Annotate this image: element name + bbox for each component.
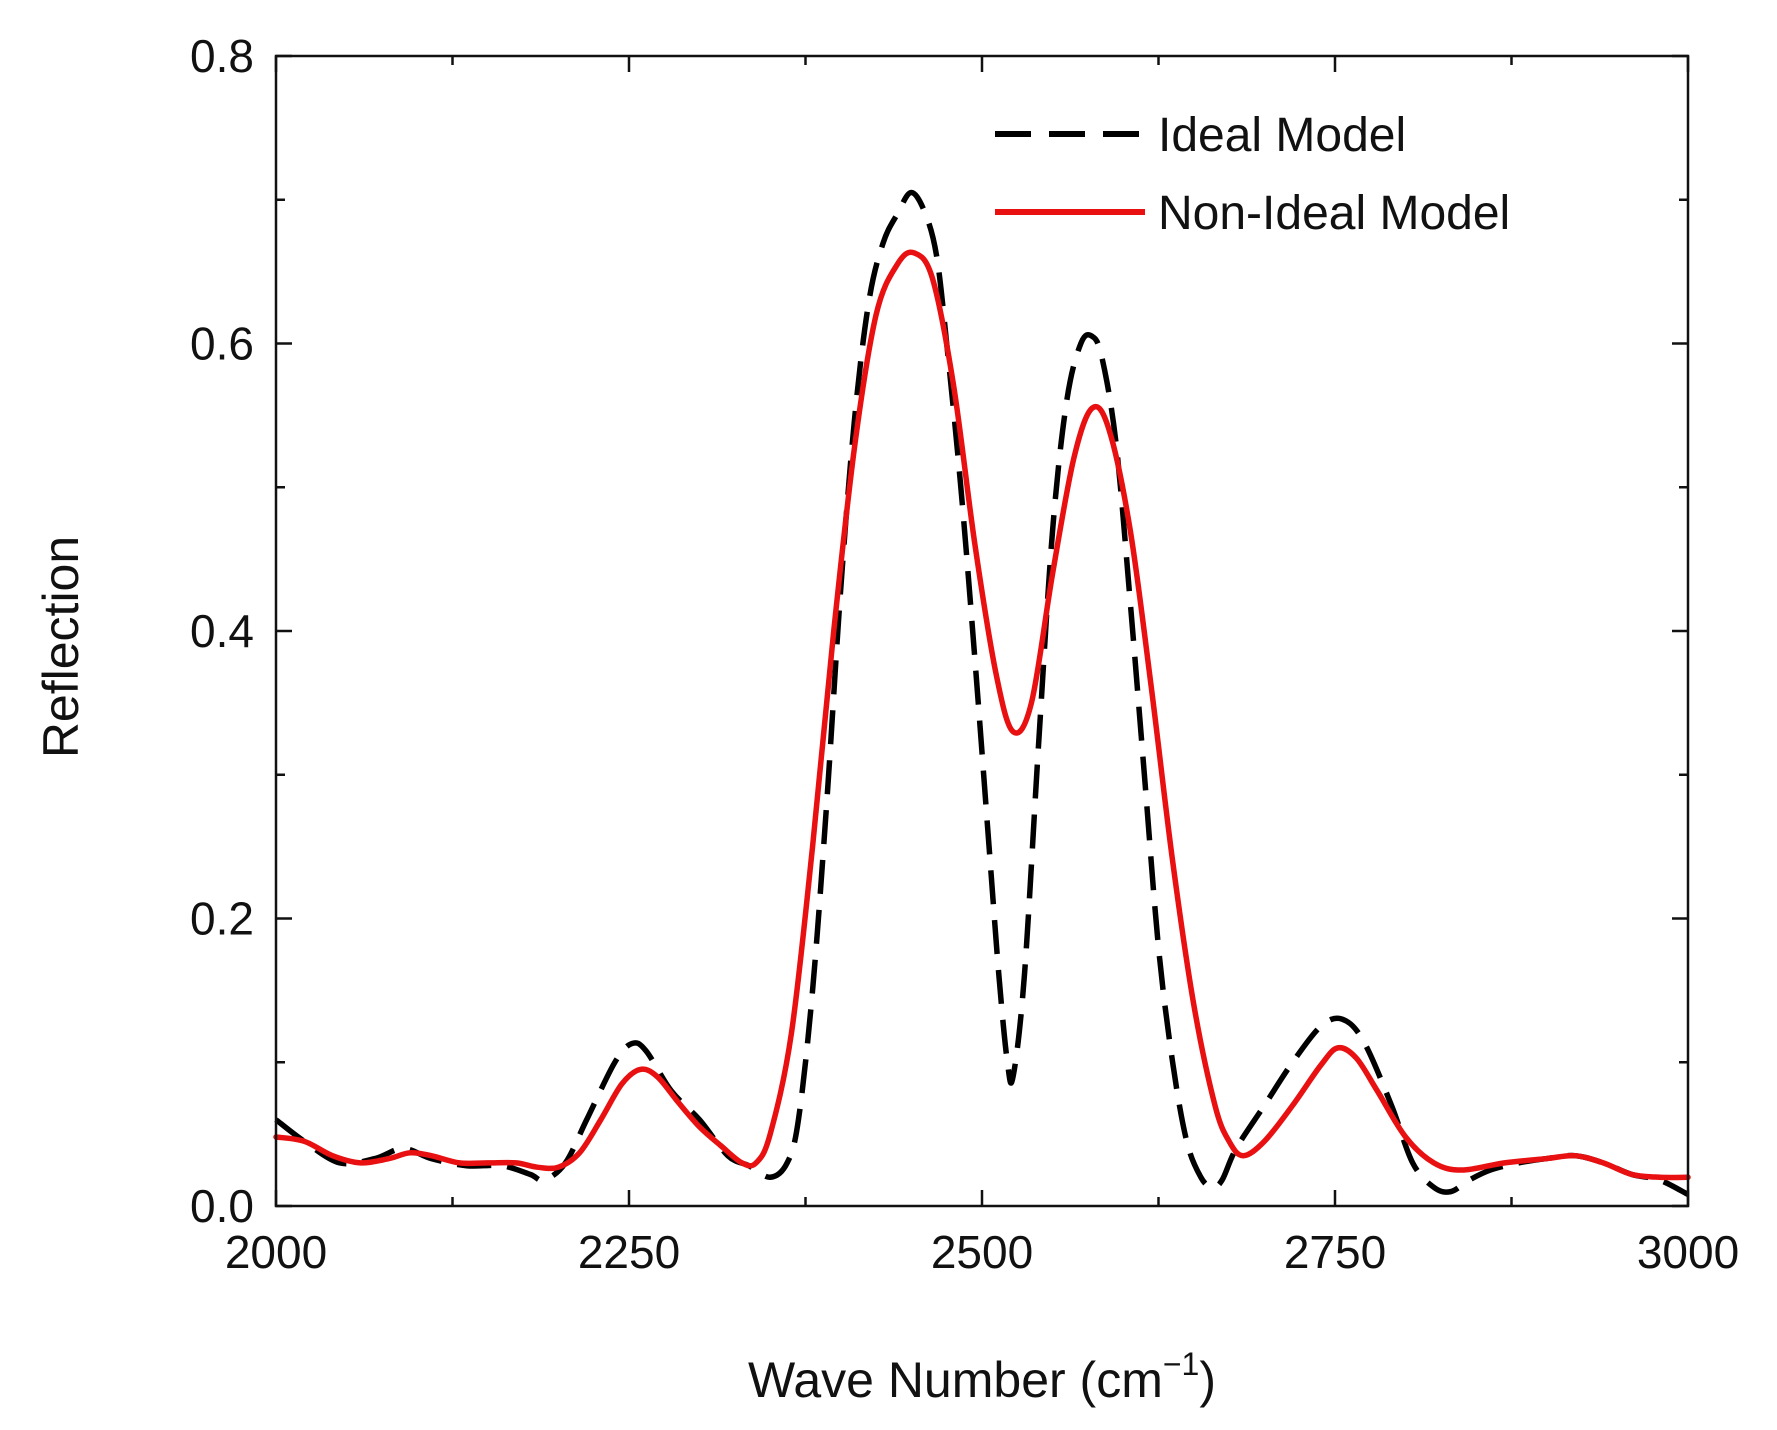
x-tick-label: 3000 bbox=[1637, 1226, 1739, 1278]
y-tick-label: 0.8 bbox=[190, 30, 254, 82]
series-line-ideal-model bbox=[274, 189, 1690, 1197]
y-tick-label: 0.6 bbox=[190, 318, 254, 370]
x-tick-label: 2500 bbox=[931, 1226, 1033, 1278]
x-tick-label: 2250 bbox=[578, 1226, 680, 1278]
series-line-non-ideal-model bbox=[273, 249, 1691, 1181]
x-axis-title-close: ) bbox=[1199, 1352, 1216, 1408]
series-layer bbox=[273, 189, 1691, 1197]
y-axis-title: Reflection bbox=[33, 536, 89, 758]
legend-label-non-ideal-model: Non-Ideal Model bbox=[1158, 187, 1510, 240]
y-tick-label: 0.0 bbox=[190, 1180, 254, 1232]
y-tick-label: 0.2 bbox=[190, 893, 254, 945]
x-axis-title-main: Wave Number (cm bbox=[748, 1352, 1163, 1408]
plot-area: 2000 2250 2500 2750 3000 0.0 0.2 0.4 0.6 0.8 bbox=[190, 30, 1739, 1278]
x-tick-label: 2000 bbox=[225, 1226, 327, 1278]
x-tick-label: 2750 bbox=[1284, 1226, 1386, 1278]
y-tick-label: 0.4 bbox=[190, 605, 254, 657]
legend: Ideal Model Non-Ideal Model bbox=[995, 109, 1510, 240]
label-layer: 2000 2250 2500 2750 3000 0.0 0.2 0.4 0.6 0.8 bbox=[190, 30, 1739, 1278]
legend-label-ideal-model: Ideal Model bbox=[1158, 109, 1406, 162]
tick-layer bbox=[274, 54, 1690, 1208]
x-axis-title-superscript: −1 bbox=[1163, 1346, 1199, 1382]
x-axis-title: Wave Number (cm−1) bbox=[748, 1346, 1216, 1408]
